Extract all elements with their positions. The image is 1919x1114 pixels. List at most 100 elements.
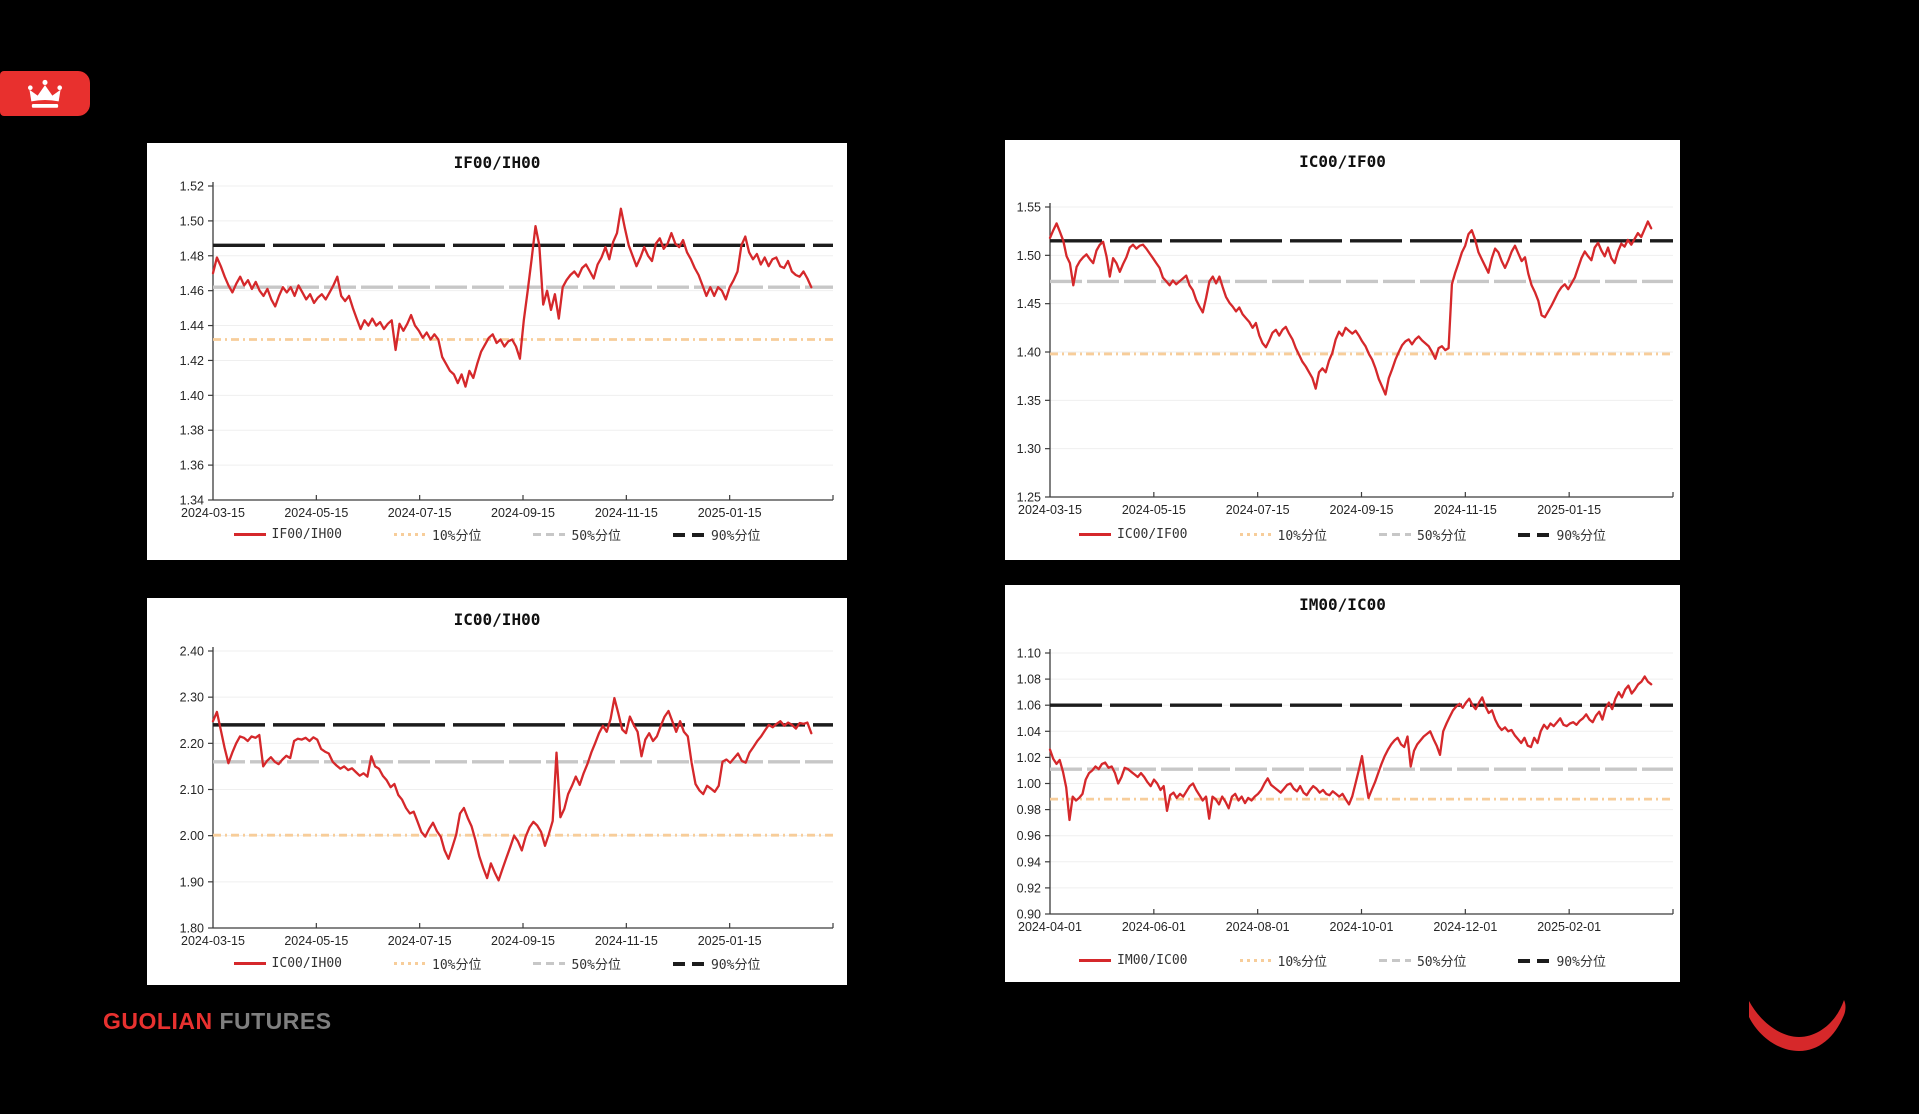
legend-item-series: IC00/IF00 [1079,527,1188,542]
svg-text:1.25: 1.25 [1017,491,1041,505]
svg-text:2024-06-01: 2024-06-01 [1122,920,1186,934]
legend-item-p90-label: 90%分位 [710,958,761,973]
line-chart-canvas: 1.25 1.30 1.35 1.40 1.45 1.50 1.55 2024-03-15 20… [1017,201,1674,517]
svg-text:1.40: 1.40 [180,389,204,403]
svg-text:0.92: 0.92 [1017,881,1041,895]
svg-text:2024-07-15: 2024-07-15 [388,506,452,520]
legend-item-p90: 90%分位 [672,525,761,544]
svg-text:2024-03-15: 2024-03-15 [181,934,245,948]
legend-item-p50: 50%分位 [1378,951,1466,970]
svg-text:2024-11-15: 2024-11-15 [1434,503,1497,517]
chart-card-if00-ih00: IF00/IH00 1.34 1.36 1.38 1.40 1.42 1.44 1.46 1.… [147,143,847,560]
svg-text:1.44: 1.44 [180,319,204,333]
svg-text:2024-07-15: 2024-07-15 [388,934,452,948]
legend-item-p50-swatch [533,962,566,965]
svg-text:1.45: 1.45 [1017,297,1041,311]
svg-text:1.52: 1.52 [180,180,204,194]
svg-text:1.06: 1.06 [1017,699,1041,713]
legend-item-p10-label: 10%分位 [1277,529,1327,544]
svg-text:2025-02-01: 2025-02-01 [1537,920,1601,934]
svg-text:2.20: 2.20 [180,737,204,751]
chart-legend: IM00/IC00 10%分位 50%分位 90%分位 [1005,951,1680,970]
chart-title: IC00/IH00 [453,610,541,629]
svg-text:2.40: 2.40 [180,645,204,659]
footer-brand-secondary: FUTURES [219,1008,332,1034]
legend-item-p10-label: 10%分位 [432,958,482,973]
legend-item-series: IM00/IC00 [1079,953,1188,968]
svg-text:1.04: 1.04 [1017,725,1041,739]
legend-item-p90: 90%分位 [1518,951,1606,970]
legend-item-p90-swatch [672,961,705,966]
svg-text:1.10: 1.10 [1017,647,1041,661]
swoosh-logo-icon [1749,1000,1846,1051]
footer-brand-primary: GUOLIAN [103,1008,213,1034]
svg-text:1.50: 1.50 [180,214,204,228]
chart-legend: IF00/IH00 10%分位 50%分位 90%分位 [147,525,847,544]
legend-item-series: IC00/IH00 [233,956,342,971]
svg-text:2024-07-15: 2024-07-15 [1226,503,1290,517]
svg-text:2.30: 2.30 [180,691,204,705]
svg-text:2024-12-01: 2024-12-01 [1433,920,1497,934]
svg-text:2025-01-15: 2025-01-15 [698,506,762,520]
chart-legend: IC00/IH00 10%分位 50%分位 90%分位 [147,954,847,973]
svg-text:2.00: 2.00 [180,829,204,843]
svg-text:1.30: 1.30 [1017,442,1041,456]
legend-item-series-swatch [1079,532,1112,537]
legend-item-p50: 50%分位 [533,525,621,544]
legend-item-p10-swatch [1239,959,1272,962]
legend-item-p10: 10%分位 [1239,951,1327,970]
legend-item-p90-label: 90%分位 [710,529,761,544]
legend-item-p50-label: 50%分位 [571,958,621,973]
legend-item-p10-swatch [394,962,426,965]
svg-text:2024-11-15: 2024-11-15 [595,934,658,948]
chart-title: IF00/IH00 [453,153,541,172]
legend-item-p50-label: 50%分位 [571,529,621,544]
brand-badge [0,71,90,116]
legend-item-p50: 50%分位 [1378,525,1467,544]
svg-text:1.08: 1.08 [1017,673,1041,687]
legend-item-series: IF00/IH00 [233,527,342,542]
chart-card-ic00-if00: IC00/IF00 1.25 1.30 1.35 1.40 1.45 1.50 1.55 20… [1005,140,1680,560]
svg-text:1.55: 1.55 [1017,201,1041,215]
svg-text:1.48: 1.48 [180,249,204,263]
svg-text:2024-09-15: 2024-09-15 [491,506,555,520]
line-chart-canvas: 1.80 1.90 2.00 2.10 2.20 2.30 2.40 2024-03-15 20… [180,645,834,948]
svg-text:2024-09-15: 2024-09-15 [1330,503,1394,517]
legend-item-p90: 90%分位 [672,954,761,973]
svg-text:2025-01-15: 2025-01-15 [1537,503,1601,517]
svg-text:0.96: 0.96 [1017,829,1041,843]
legend-item-p50-label: 50%分位 [1416,529,1467,544]
svg-text:2025-01-15: 2025-01-15 [698,934,762,948]
svg-text:1.50: 1.50 [1017,249,1041,263]
legend-item-series-label: IM00/IC00 [1117,953,1188,968]
svg-text:1.46: 1.46 [180,284,204,298]
svg-text:2024-03-15: 2024-03-15 [1018,503,1082,517]
legend-item-series-swatch [1079,958,1112,963]
svg-text:2024-05-15: 2024-05-15 [1122,503,1186,517]
legend-item-p50: 50%分位 [533,954,621,973]
svg-text:1.34: 1.34 [180,494,204,508]
crown-icon [27,79,63,108]
footer-brand: GUOLIAN FUTURES [103,1008,332,1035]
svg-text:1.90: 1.90 [180,875,204,889]
svg-text:1.80: 1.80 [180,922,204,936]
line-chart-canvas: 1.34 1.36 1.38 1.40 1.42 1.44 1.46 1.48 1.50 1.52… [180,180,834,520]
svg-text:1.38: 1.38 [180,424,204,438]
chart-title: IM00/IC00 [1299,595,1386,614]
svg-text:2024-08-01: 2024-08-01 [1226,920,1290,934]
legend-item-series-swatch [233,532,266,537]
chart-card-ic00-ih00: IC00/IH00 1.80 1.90 2.00 2.10 2.20 2.30 2.40 20… [147,598,847,985]
chart-legend: IC00/IF00 10%分位 50%分位 90%分位 [1005,525,1680,544]
legend-item-p10-swatch [394,533,426,536]
chart-card-im00-ic00: IM00/IC00 0.90 0.92 0.94 0.96 0.98 1.00 1.02 1.… [1005,585,1680,982]
line-chart-canvas: 0.90 0.92 0.94 0.96 0.98 1.00 1.02 1.04 1.06 1.08… [1017,647,1674,934]
svg-text:2024-05-15: 2024-05-15 [284,506,348,520]
legend-item-p90-swatch [1518,532,1551,537]
svg-text:0.94: 0.94 [1017,855,1041,869]
legend-item-p90-swatch [1518,958,1551,963]
svg-text:2024-05-15: 2024-05-15 [284,934,348,948]
svg-text:1.42: 1.42 [180,354,204,368]
svg-text:2024-09-15: 2024-09-15 [491,934,555,948]
legend-item-p90-swatch [672,532,705,537]
